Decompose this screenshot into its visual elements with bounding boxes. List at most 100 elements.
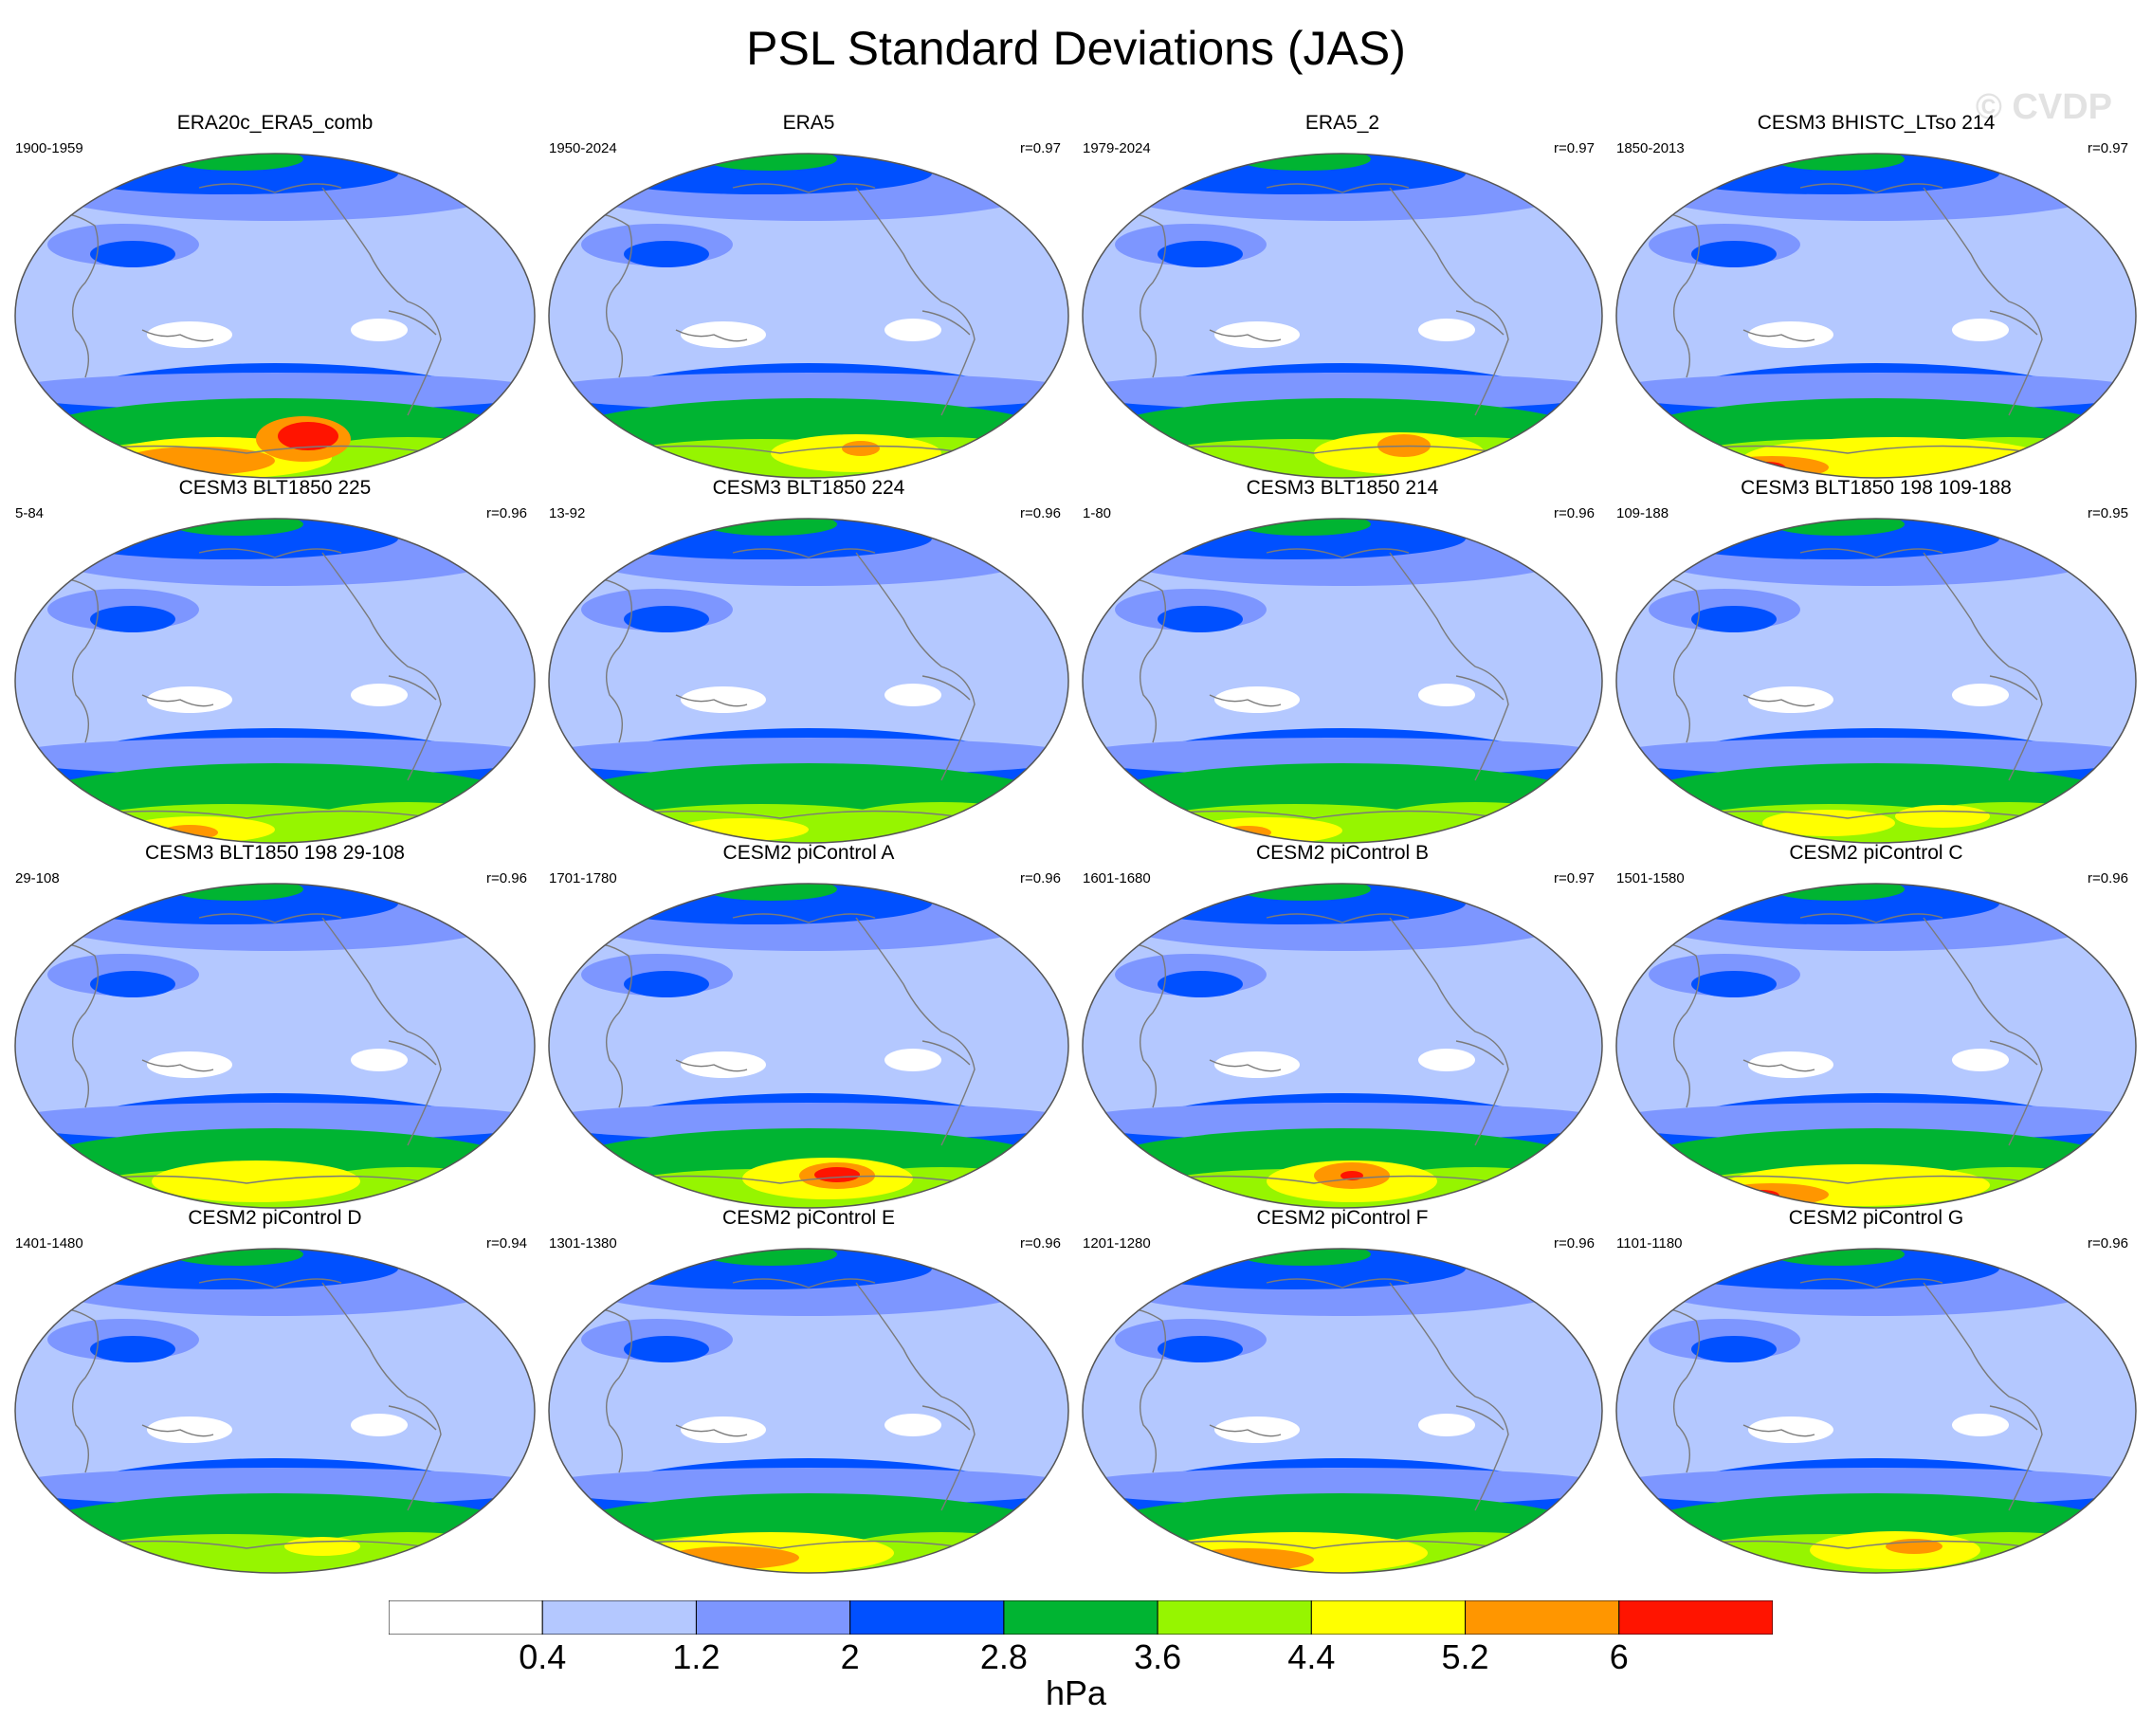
coastline [1209,329,1282,342]
panel-title: CESM2 piControl A [722,842,895,864]
map-outline [1615,153,2137,479]
coastline [1266,183,1410,193]
contour-region [1952,319,2009,341]
contour-region [1418,1414,1475,1436]
coastline [1638,211,1701,378]
panel-period: 29-108 [15,870,60,886]
coastline [37,211,100,378]
coastline [1104,1307,1167,1473]
coastline [855,917,976,1146]
panel-period: 1101-1180 [1616,1235,1683,1252]
contour-region [1158,241,1243,267]
panel-title: CESM3 BLT1850 225 [178,477,372,499]
panel-period: 1201-1280 [1083,1235,1151,1252]
coastline [855,1282,976,1511]
panel-title: CESM2 piControl D [188,1207,362,1229]
contour-region [1418,684,1475,706]
contour-region [1691,971,1777,997]
cvdp-watermark: © CVDP [1975,87,2112,127]
map-panel: ERA5 1950-2024 r=0.97 [543,112,1074,479]
panel-correlation: r=0.96 [1554,1235,1595,1252]
coastline [1455,1405,1505,1431]
map-panel: CESM2 piControl C 1501-1580 r=0.96 [1611,842,2142,1209]
contour-region [15,1468,535,1506]
contour-region [814,1167,860,1182]
coastline [921,1405,971,1431]
coastline [198,548,342,558]
coastline [732,1278,876,1288]
colorbar-swatch [1465,1600,1620,1635]
coastline [675,329,748,342]
panel-title: ERA20c_ERA5_comb [176,112,374,134]
contour-region [1895,805,1990,828]
contour-region [1181,1548,1314,1571]
robinson-map [1615,153,2137,479]
panel-correlation: r=0.94 [486,1235,527,1252]
map-outline [548,1248,1069,1574]
coastline [1799,183,1943,193]
contour-region [1772,519,1905,536]
contour-region [1214,686,1300,713]
coastline [198,913,342,923]
map-panel: CESM2 piControl G 1101-1180 r=0.96 [1611,1207,2142,1574]
coastline [1455,310,1505,336]
coastline [1923,552,2043,781]
panel-period: 1950-2024 [549,140,617,156]
robinson-map [14,153,536,479]
contour-region [624,241,709,267]
panel-period: 5-84 [15,505,45,521]
contour-region [681,686,766,713]
contour-region [1371,802,1579,843]
contour-region [147,1051,232,1078]
colorbar-tick-label: 3.6 [1134,1637,1182,1676]
panel-period: 1-80 [1083,505,1112,521]
colorbar-tick-label: 5.2 [1441,1637,1489,1676]
figure-title: PSL Standard Deviations (JAS) [746,22,1406,75]
colorbar-tick-label: 2.8 [979,1637,1028,1676]
map-outline [1615,1248,2137,1574]
map-outline [14,883,536,1209]
coastline [732,183,876,193]
coastline [1742,694,1815,707]
panel-period: 1401-1480 [15,1235,83,1252]
coastline [921,310,971,336]
panel-correlation: r=0.97 [1554,870,1595,886]
coastline [1104,576,1167,743]
panel-title: CESM3 BHISTC_LTso 214 [1757,112,1996,134]
coastline [1455,1040,1505,1066]
panel-correlation: r=0.96 [1020,1235,1061,1252]
panel-title: CESM2 piControl G [1788,1207,1964,1229]
contour-region [1772,884,1905,901]
contour-region [681,1051,766,1078]
map-panel: ERA20c_ERA5_comb 1900-1959 [9,112,540,479]
map-outline [548,518,1069,844]
coastline [571,941,633,1108]
coastline [1799,913,1943,923]
contour-region [1418,319,1475,341]
map-outline [1615,518,2137,844]
contour-region [1238,884,1371,901]
contour-region [1083,738,1602,776]
panel-period: 1850-2013 [1616,140,1685,156]
contour-region [1214,1416,1300,1443]
contour-region [1083,1103,1602,1141]
contour-region [1616,1103,2136,1141]
contour-region [549,1103,1068,1141]
contour-region [549,738,1068,776]
map-outline [14,1248,536,1574]
contour-region [1748,1051,1833,1078]
colorbar-units: hPa [1045,1673,1107,1712]
coastline [37,576,100,743]
panel-correlation: r=0.96 [2088,870,2128,886]
coastline [1104,941,1167,1108]
contour-region [1772,1249,1905,1266]
contour-region [549,373,1068,411]
coastline [571,576,633,743]
contour-region [147,1416,232,1443]
contour-region [15,1103,535,1141]
map-panel: CESM2 piControl D 1401-1480 r=0.94 [9,1207,540,1574]
map-panel: CESM3 BLT1850 224 13-92 r=0.96 [543,477,1074,844]
coastline [141,1424,214,1437]
panel-correlation: r=0.96 [1020,870,1061,886]
contour-region [1691,241,1777,267]
